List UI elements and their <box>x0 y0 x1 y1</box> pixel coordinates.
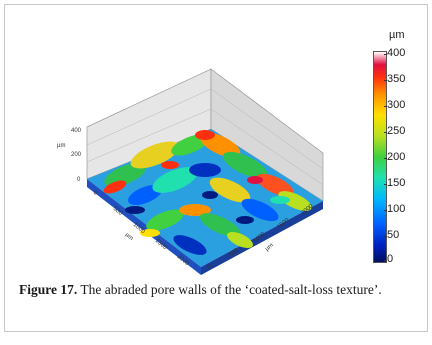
colorbar: µm 400 350 300 250 200 150 100 50 0 <box>365 25 425 275</box>
x-tick-label: 0 <box>92 190 99 197</box>
x-tick-label: 500 <box>112 206 124 217</box>
colorbar-gradient <box>373 51 387 263</box>
colorbar-unit: µm <box>389 29 405 41</box>
surface-plot: 400 200 0 µm 0 500 1000 1500 2000 µm 0 5… <box>5 5 427 275</box>
colorbar-tick: 300 <box>383 99 406 111</box>
colorbar-tick: 150 <box>383 177 406 189</box>
surface-texture <box>103 130 312 255</box>
surface-plot-svg: 400 200 0 µm 0 500 1000 1500 2000 µm 0 5… <box>57 68 324 275</box>
colorbar-tick: 100 <box>383 203 406 215</box>
caption-label: Figure 17. <box>19 282 78 297</box>
y-tick-label: 0 <box>206 263 213 270</box>
colorbar-tick: 200 <box>383 151 406 163</box>
surface-side-left <box>87 179 201 275</box>
x-axis-unit: µm <box>124 232 134 242</box>
colorbar-tick: 350 <box>383 73 406 85</box>
figure-caption: Figure 17. The abraded pore walls of the… <box>19 281 415 298</box>
z-axis: 400 200 0 µm <box>57 128 82 183</box>
caption-text: The abraded pore walls of the ‘coated-sa… <box>80 282 382 297</box>
colorbar-tick: 400 <box>383 47 406 59</box>
z-tick-label: 0 <box>77 177 81 183</box>
wall-gridlines <box>86 88 324 186</box>
z-tick-label: 400 <box>71 128 82 134</box>
colorbar-tick: 0 <box>383 253 394 265</box>
y-tick-label: 500 <box>228 247 240 258</box>
z-axis-unit: µm <box>57 143 65 149</box>
colorbar-tick: 50 <box>383 229 400 241</box>
figure-panel: 400 200 0 µm 0 500 1000 1500 2000 µm 0 5… <box>4 4 428 332</box>
surface-side-right <box>201 201 323 275</box>
y-axis-unit: µm <box>264 242 274 252</box>
colorbar-tick: 250 <box>383 125 406 137</box>
z-tick-label: 200 <box>71 152 82 158</box>
